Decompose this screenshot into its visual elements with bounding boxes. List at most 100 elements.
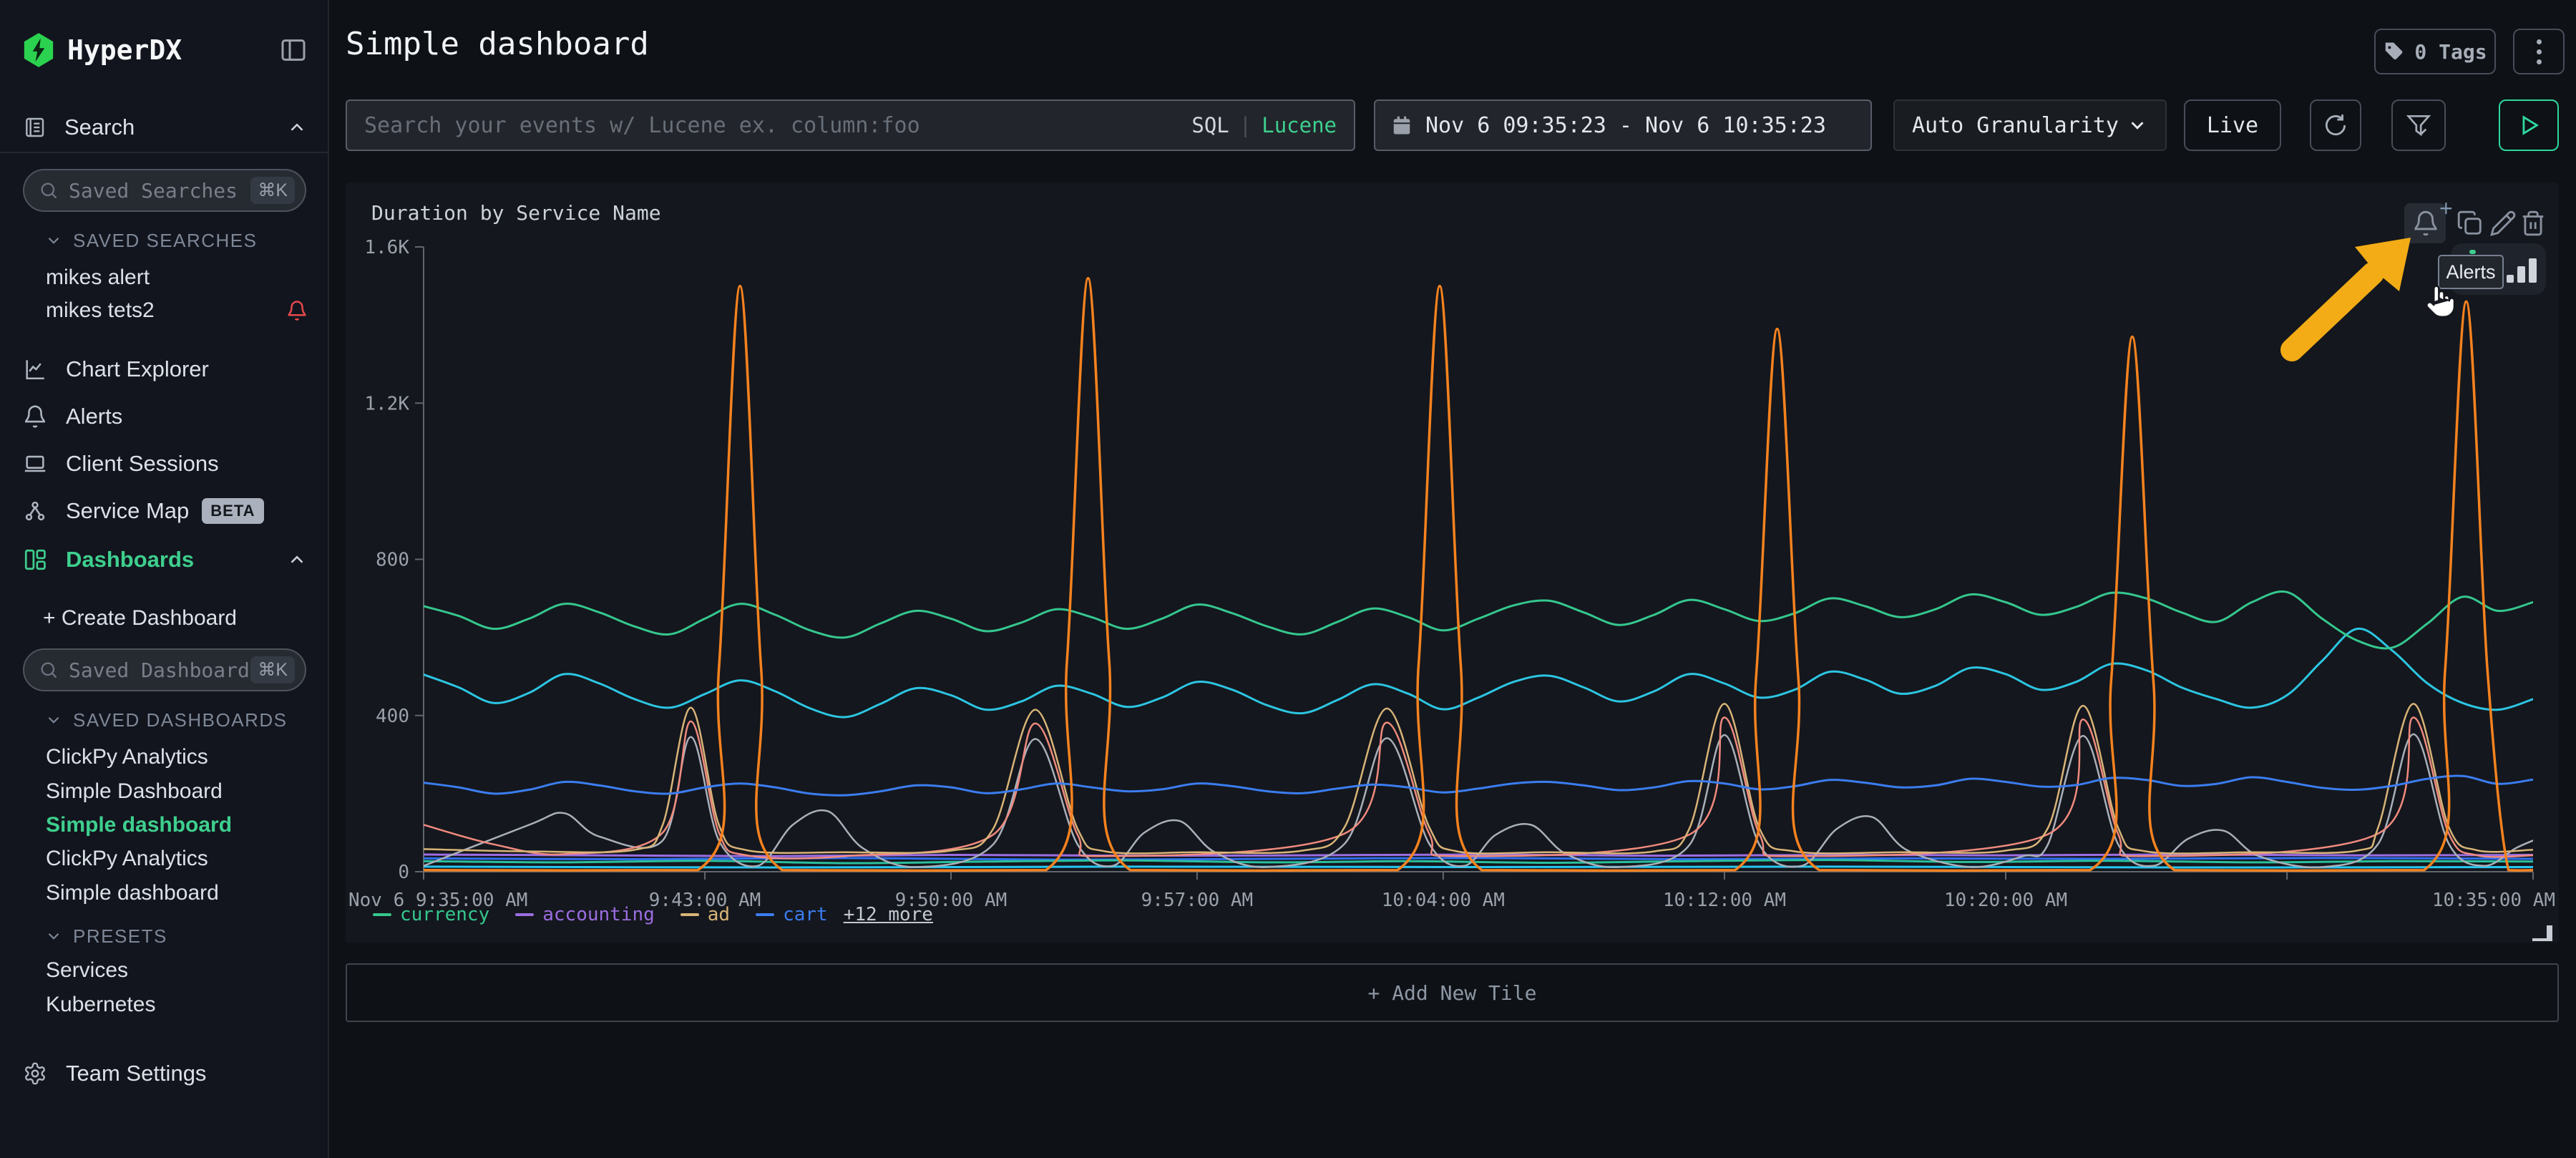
lang-divider: | <box>1239 113 1252 137</box>
svg-text:10:20:00 AM: 10:20:00 AM <box>1944 890 2067 911</box>
gear-icon <box>25 1062 45 1085</box>
alert-bell-icon <box>288 301 306 321</box>
dashboard-tile: Duration by Service Name 0 400 800 1.2K 1.6K… <box>346 183 2559 943</box>
saved-dashboards-search[interactable]: ⌘K <box>23 648 306 691</box>
legend-swatch <box>680 913 699 916</box>
sidebar-item-label: Search <box>64 115 135 140</box>
run-query-button[interactable] <box>2499 99 2559 151</box>
saved-dashboards-input[interactable] <box>69 658 251 682</box>
legend-item: currency <box>373 904 489 925</box>
divider <box>0 152 328 153</box>
sidebar: HyperDX Search ⌘K SAVED SEARCHES mikes a… <box>0 0 329 1158</box>
svg-text:9:43:00 AM: 9:43:00 AM <box>649 890 761 911</box>
service-map-icon <box>25 501 45 521</box>
sidebar-item-chart-explorer[interactable]: Chart Explorer <box>23 354 308 385</box>
alert-button-hover-bg <box>2404 203 2446 243</box>
add-new-tile-button[interactable]: + Add New Tile <box>346 963 2559 1022</box>
refresh-icon <box>2325 114 2346 136</box>
delete-tile-icon[interactable] <box>2519 210 2547 237</box>
hyperdx-logo-icon <box>24 33 54 67</box>
filter-icon <box>2406 115 2431 137</box>
svg-text:0: 0 <box>398 862 409 883</box>
presets-header[interactable]: PRESETS <box>23 923 308 949</box>
kebab-menu-button[interactable] <box>2513 29 2565 74</box>
legend-item: ad <box>680 904 730 925</box>
create-dashboard-button[interactable]: + Create Dashboard <box>43 606 237 630</box>
time-range-picker[interactable]: Nov 6 09:35:23 - Nov 6 10:35:23 <box>1374 99 1872 151</box>
refresh-button[interactable] <box>2310 99 2361 151</box>
chart-legend: currency accounting ad cart +12 more <box>373 904 933 925</box>
legend-swatch <box>515 913 535 916</box>
sidebar-item-team-settings[interactable]: Team Settings <box>23 1058 308 1089</box>
legend-label: accounting <box>542 904 655 925</box>
shortcut-badge: ⌘K <box>250 177 295 204</box>
lucene-toggle[interactable]: Lucene <box>1262 113 1337 137</box>
saved-searches-search[interactable]: ⌘K <box>23 169 306 212</box>
sql-toggle[interactable]: SQL <box>1191 113 1229 137</box>
tag-icon <box>2386 42 2403 60</box>
svg-text:800: 800 <box>376 550 409 571</box>
svg-text:Nov 6 9:35:00 AM: Nov 6 9:35:00 AM <box>348 890 527 911</box>
sidebar-item-dashboards[interactable]: Dashboards <box>23 542 308 577</box>
granularity-select[interactable]: Auto Granularity <box>1893 99 2167 151</box>
event-search-input[interactable] <box>364 112 1192 138</box>
legend-swatch <box>756 913 775 916</box>
filter-edit-button[interactable] <box>2391 99 2446 151</box>
saved-dashboard-item[interactable]: Simple dashboard <box>46 881 219 905</box>
saved-dashboard-item[interactable]: Simple Dashboard <box>46 779 223 803</box>
beta-badge: BETA <box>202 498 264 524</box>
sidebar-item-client-sessions[interactable]: Client Sessions <box>23 448 308 480</box>
chart-explorer-icon <box>26 360 44 380</box>
saved-dashboard-item[interactable]: ClickPy Analytics <box>46 847 208 870</box>
collapse-sidebar-icon[interactable] <box>279 36 308 64</box>
live-button[interactable]: Live <box>2184 99 2281 151</box>
alerts-tooltip: Alerts <box>2438 255 2504 289</box>
tile-title: Duration by Service Name <box>371 201 661 225</box>
preset-item[interactable]: Kubernetes <box>46 993 156 1016</box>
svg-text:9:50:00 AM: 9:50:00 AM <box>895 890 1008 911</box>
svg-text:9:57:00 AM: 9:57:00 AM <box>1141 890 1254 911</box>
search-section-icon <box>26 117 44 137</box>
laptop-icon <box>24 455 46 472</box>
search-icon <box>41 662 57 678</box>
sidebar-item-service-map[interactable]: Service Map BETA <box>23 495 308 527</box>
shortcut-badge: ⌘K <box>250 656 295 683</box>
svg-text:1.6K: 1.6K <box>364 237 409 258</box>
event-search-bar[interactable]: SQL | Lucene <box>346 99 1355 151</box>
resize-handle[interactable] <box>2529 917 2554 941</box>
saved-searches-input[interactable] <box>69 178 251 203</box>
search-icon <box>41 183 57 199</box>
chevron-down-icon <box>2131 122 2144 130</box>
duration-chart: 0 400 800 1.2K 1.6K Nov 6 9:35:00 AM 9:43:00 A… <box>348 237 2555 911</box>
dashboards-icon <box>24 549 46 570</box>
preset-item[interactable]: Services <box>46 958 129 982</box>
sidebar-item-search[interactable]: Search <box>23 112 308 143</box>
saved-search-item[interactable]: mikes alert <box>46 266 150 289</box>
legend-more-link[interactable]: +12 more <box>843 904 933 925</box>
chevron-down-icon <box>48 933 59 940</box>
duplicate-tile-icon[interactable] <box>2457 210 2484 237</box>
chevron-down-icon <box>48 716 59 724</box>
chevron-down-icon <box>48 237 59 244</box>
svg-text:10:35:00 AM: 10:35:00 AM <box>2432 890 2555 911</box>
bar-chart-icon <box>2507 258 2537 283</box>
legend-item: cart <box>756 904 828 925</box>
legend-label: cart <box>783 904 828 925</box>
add-alert-bell-icon[interactable] <box>2412 210 2439 237</box>
saved-searches-header[interactable]: SAVED SEARCHES <box>23 228 308 253</box>
edit-tile-icon[interactable] <box>2489 210 2517 237</box>
saved-dashboard-item[interactable]: ClickPy Analytics <box>46 745 208 769</box>
tags-button[interactable]: 0 Tags <box>2374 29 2496 74</box>
legend-item: accounting <box>515 904 655 925</box>
svg-text:10:04:00 AM: 10:04:00 AM <box>1382 890 1505 911</box>
status-dot <box>2469 250 2476 254</box>
legend-swatch <box>373 913 391 916</box>
saved-dashboard-item-active[interactable]: Simple dashboard <box>46 813 233 837</box>
saved-dashboards-header[interactable]: SAVED DASHBOARDS <box>23 707 308 733</box>
legend-label: currency <box>400 904 490 925</box>
svg-text:10:12:00 AM: 10:12:00 AM <box>1663 890 1786 911</box>
sidebar-item-alerts[interactable]: Alerts <box>23 401 308 432</box>
saved-search-item[interactable]: mikes tets2 <box>46 296 308 325</box>
svg-text:1.2K: 1.2K <box>364 393 409 414</box>
page-title: Simple dashboard <box>346 26 649 62</box>
